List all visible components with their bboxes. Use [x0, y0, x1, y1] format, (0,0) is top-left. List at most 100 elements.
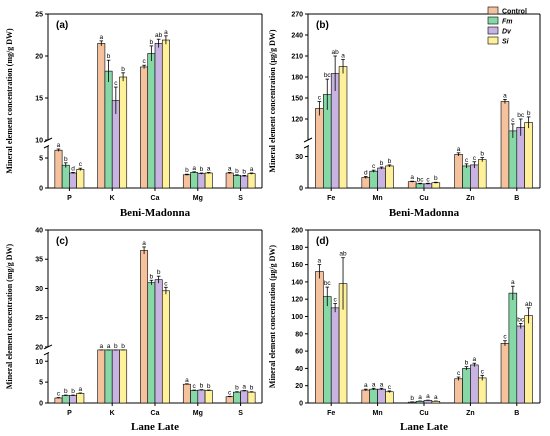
legend-swatch-dv: [487, 26, 499, 35]
significance-letter: a: [142, 240, 146, 247]
bar-fm: [369, 388, 378, 404]
bar-control: [182, 383, 191, 404]
category-label: Mg: [193, 410, 203, 417]
significance-letter: a: [341, 53, 345, 60]
y-tick-label: 180: [291, 245, 303, 252]
significance-letter: a: [99, 34, 103, 41]
bar-fm: [61, 164, 70, 189]
bar-control: [97, 43, 106, 189]
bar-control: [54, 149, 63, 189]
y-tick-label: 25: [35, 12, 43, 19]
x-axis-title: Lane Late: [131, 421, 179, 433]
significance-letter: a: [473, 356, 477, 363]
significance-letter: b: [380, 160, 384, 167]
significance-letter: ab: [155, 32, 163, 39]
y-tick-label: 10: [35, 138, 43, 145]
significance-letter: bc: [517, 112, 525, 119]
bar-fm: [508, 292, 518, 404]
y-tick-label: 0: [39, 401, 43, 408]
significance-letter: a: [79, 386, 83, 393]
significance-letter: b: [242, 168, 246, 175]
category-label: Mn: [373, 410, 383, 417]
bar-control: [361, 177, 371, 189]
panel-label: (c): [56, 236, 68, 247]
significance-letter: c: [481, 368, 485, 375]
y-axis-label: Mineral element concentration (mg/g DW): [5, 28, 14, 174]
category-label: Zn: [466, 410, 475, 417]
bar-control: [315, 271, 324, 404]
y-axis-label: Mineral element concentration (mg/g DW): [5, 244, 14, 390]
category-label: Ca: [151, 195, 160, 202]
significance-letter: c: [142, 58, 146, 65]
category-label: Cu: [419, 410, 428, 417]
bar-dv: [154, 43, 163, 189]
significance-letter: a: [318, 258, 322, 265]
significance-letter: ab: [339, 251, 347, 258]
bar-si: [247, 173, 256, 189]
bar-fm: [508, 130, 518, 189]
y-tick-label: 10: [35, 359, 43, 366]
bar-si: [161, 290, 170, 404]
chart-panels: 0 5 10 15 20 25 Mineral element concentration …: [5, 12, 541, 433]
significance-letter: d: [364, 169, 368, 176]
significance-letter: b: [200, 383, 204, 390]
bar-si: [431, 182, 441, 189]
significance-letter: b: [150, 39, 154, 46]
significance-letter: b: [64, 156, 68, 163]
significance-letter: b: [121, 66, 125, 73]
significance-letter: a: [364, 382, 368, 389]
y-axis-label: Mineral element concentration (μg/g DW): [268, 245, 277, 389]
category-label: Fe: [327, 195, 335, 202]
significance-letter: c: [193, 383, 197, 390]
bar-si: [76, 169, 85, 189]
bar-si: [524, 122, 533, 189]
bar-dv: [516, 325, 525, 404]
bar-control: [500, 101, 510, 189]
bar-control: [225, 172, 234, 189]
panel-label: (a): [56, 20, 68, 31]
bar-si: [119, 76, 128, 189]
y-tick-label: 200: [291, 228, 303, 235]
significance-letter: c: [79, 161, 83, 168]
significance-letter: a: [410, 174, 414, 181]
bar-fm: [190, 390, 199, 404]
category-label: Cu: [419, 195, 428, 202]
y-tick-label: 15: [35, 96, 43, 103]
bar-fm: [462, 368, 471, 404]
panel-b: 0 30 120 150 180 210 240 270 Mineral element con…: [268, 12, 541, 219]
y-tick-label: 150: [291, 96, 303, 103]
y-axis-label: Mineral element concentration (μg/g DW): [268, 29, 277, 173]
bar-dv: [69, 395, 77, 404]
significance-letter: a: [107, 343, 111, 350]
category-label: K: [110, 410, 115, 417]
bar-control: [500, 343, 510, 404]
bar-dv: [377, 388, 386, 404]
bar-dv: [330, 307, 340, 404]
panel-label: (d): [316, 236, 329, 247]
x-axis-title: Beni-Madonna: [120, 207, 191, 219]
y-tick-label: 20: [35, 344, 43, 351]
panel-label: (b): [316, 20, 329, 31]
y-tick-label: 20: [35, 54, 43, 61]
category-label: Zn: [466, 195, 475, 202]
bar-si: [385, 165, 394, 189]
bar-si: [524, 315, 533, 404]
bar-fm: [233, 391, 241, 404]
significance-letter: bc: [517, 316, 525, 323]
significance-letter: a: [164, 29, 168, 36]
significance-letter: b: [235, 385, 239, 392]
significance-letter: c: [114, 80, 118, 87]
category-label: P: [67, 410, 72, 417]
bar-control: [54, 397, 63, 404]
bar-control: [454, 378, 463, 404]
bar-fm: [104, 349, 113, 404]
significance-letter: b: [235, 168, 239, 175]
bar-fm: [233, 175, 241, 189]
bar-control: [140, 66, 149, 189]
category-label: Mn: [373, 195, 383, 202]
significance-letter: c: [473, 155, 477, 162]
significance-letter: c: [57, 391, 61, 398]
y-tick-label: 270: [291, 12, 303, 19]
significance-letter: bc: [324, 72, 332, 79]
significance-letter: a: [372, 381, 376, 388]
